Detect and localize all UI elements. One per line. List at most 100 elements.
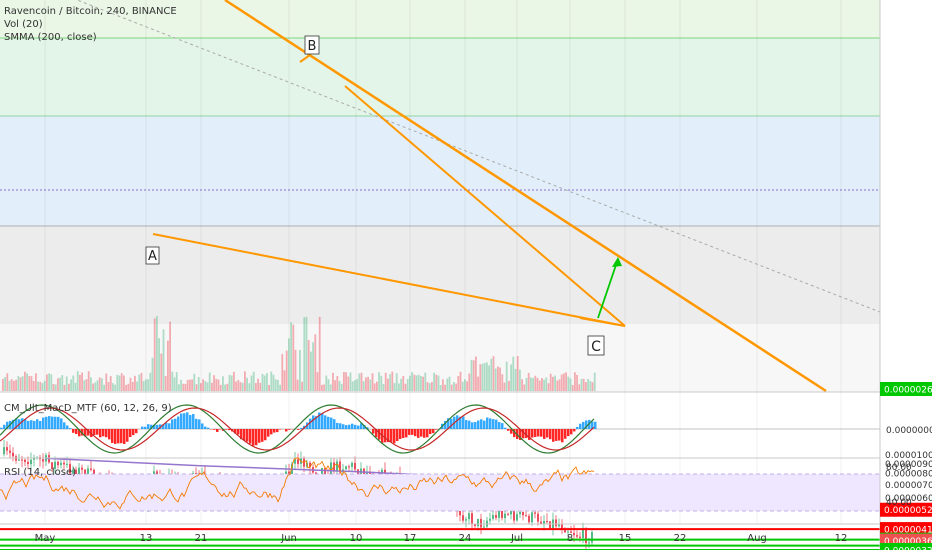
volume-bar <box>398 383 400 391</box>
candle-body <box>75 469 77 477</box>
volume-bar <box>180 379 182 391</box>
macd-bar <box>129 429 132 438</box>
volume-bar <box>131 381 134 391</box>
volume-bar <box>285 350 288 391</box>
volume-bar <box>87 371 90 391</box>
candle-body <box>585 529 587 543</box>
volume-bar <box>332 372 334 391</box>
macd-bar <box>357 425 360 429</box>
macd-bar <box>426 429 429 438</box>
candle-body <box>567 531 569 533</box>
macd-bar <box>27 420 30 429</box>
volume-bar <box>288 338 290 391</box>
volume-bar <box>169 321 171 391</box>
macd-label[interactable]: CM_Ult_MacD_MTF (60, 12, 26, 9) <box>4 403 172 414</box>
candle-body <box>30 459 32 465</box>
volume-bar <box>268 384 270 391</box>
volume-bar <box>292 324 295 391</box>
macd-bar <box>462 416 465 429</box>
volume-bar <box>213 375 215 391</box>
volume-bar <box>116 374 119 391</box>
volume-label[interactable]: Vol (20) <box>4 19 43 30</box>
volume-bar <box>21 376 24 391</box>
volume-bar <box>444 384 446 391</box>
volume-bar <box>274 379 277 391</box>
upper-wedge-line[interactable] <box>344 85 626 327</box>
time-tick: 22 <box>674 533 687 544</box>
volume-bar <box>211 382 213 391</box>
macd-bar <box>117 429 120 444</box>
candle-body <box>60 462 62 466</box>
volume-bar <box>547 383 550 391</box>
volume-bar <box>65 376 68 391</box>
price-axis[interactable]: 0.000010000.000009000.000008000.00000700… <box>879 0 932 550</box>
volume-bar <box>200 383 202 391</box>
macd-bar <box>105 429 108 438</box>
candle-body <box>6 447 8 451</box>
lower-wedge-line[interactable] <box>152 233 626 327</box>
volume-bar <box>472 360 475 391</box>
candle-body <box>72 469 74 474</box>
macd-bar <box>501 423 504 429</box>
volume-bar <box>26 373 28 391</box>
macd-bar <box>66 425 69 429</box>
volume-bar <box>567 376 570 391</box>
volume-bar <box>83 380 86 391</box>
volume-bar <box>153 318 156 391</box>
macd-bar <box>72 429 75 433</box>
price-badge-label: 0.00000323 <box>884 546 932 550</box>
macd-bar <box>570 429 573 435</box>
candle-body <box>294 459 296 464</box>
macd-pane[interactable] <box>0 404 880 454</box>
volume-bar <box>222 376 224 391</box>
macd-bar <box>546 429 549 438</box>
symbol-title[interactable]: Ravencoin / Bitcoin, 240, BINANCE <box>4 6 177 17</box>
volume-bar <box>338 380 341 391</box>
macd-bar <box>375 429 378 438</box>
volume-bar <box>28 375 31 391</box>
main-trendline[interactable] <box>224 0 827 393</box>
volume-bar <box>497 366 499 391</box>
volume-bar <box>35 373 37 391</box>
macd-bar <box>324 415 327 429</box>
macd-bar <box>387 429 390 443</box>
volume-bar <box>255 382 257 391</box>
macd-bar <box>57 416 60 429</box>
volume-bar <box>272 374 275 391</box>
macd-bar <box>309 418 312 429</box>
macd-bar <box>495 419 498 429</box>
candle-body <box>18 459 20 461</box>
macd-bar <box>459 416 462 429</box>
candle-body <box>507 513 509 515</box>
volume-bar <box>125 384 127 391</box>
volume-bar <box>219 384 222 391</box>
volume-bar <box>129 377 132 391</box>
volume-bar <box>24 371 26 391</box>
rsi-pane[interactable] <box>0 457 880 512</box>
volume-bar <box>246 377 248 391</box>
rsi-label[interactable]: RSI (14, close) <box>4 467 77 478</box>
macd-bar <box>153 424 156 429</box>
candle-body <box>330 462 332 475</box>
price-pane[interactable]: A B C <box>0 0 881 550</box>
volume-bar <box>543 379 545 391</box>
candle-body <box>573 532 575 536</box>
volume-bar <box>334 380 336 391</box>
volume-bar <box>52 383 55 391</box>
wedge-apex-line <box>579 317 626 327</box>
volume-bar <box>17 376 20 391</box>
macd-bar <box>237 429 240 435</box>
smma-label[interactable]: SMMA (200, close) <box>4 32 97 43</box>
volume-bar <box>343 372 345 391</box>
candle-body <box>516 514 518 521</box>
volume-bar <box>373 383 376 391</box>
volume-bar <box>217 379 220 391</box>
volume-bar <box>475 356 477 391</box>
volume-bar <box>349 372 352 391</box>
time-axis[interactable]: May 13 21 Jun 10 17 24 Jul 8 15 22 Aug 12 <box>35 533 848 544</box>
macd-bar <box>396 429 399 442</box>
volume-bar <box>369 379 372 391</box>
volume-bar <box>481 363 484 391</box>
volume-bar <box>189 379 191 391</box>
